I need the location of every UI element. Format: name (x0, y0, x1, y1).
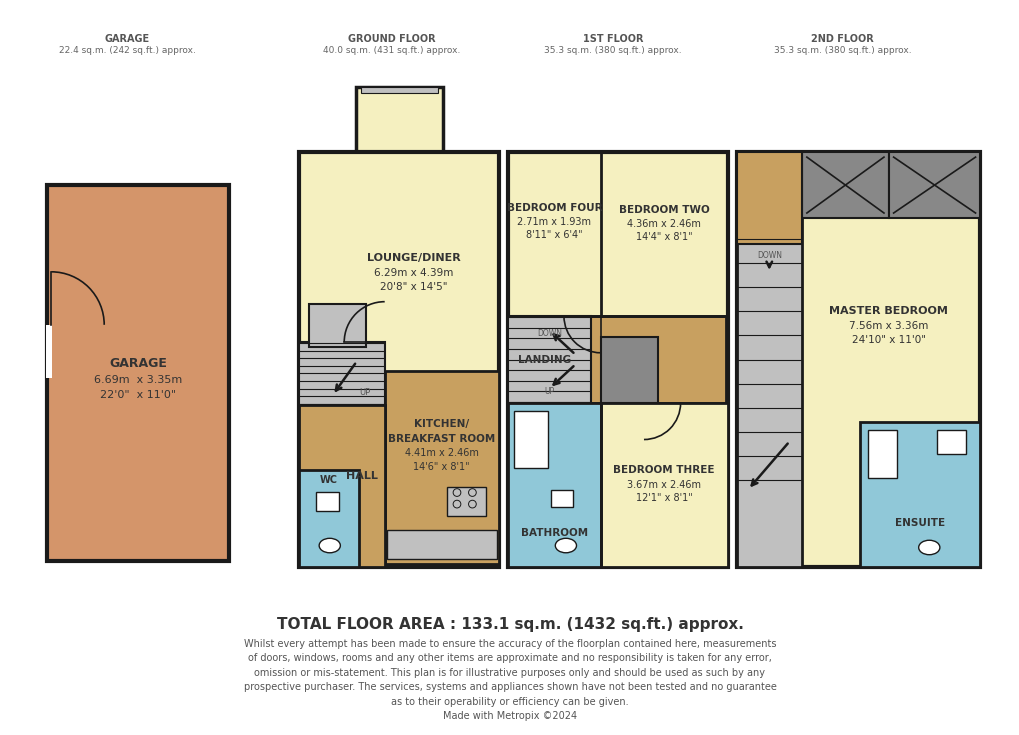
Ellipse shape (554, 538, 576, 553)
Text: ENSUITE: ENSUITE (894, 518, 944, 528)
Text: 1ST FLOOR: 1ST FLOOR (582, 34, 643, 43)
Text: 3.67m x 2.46m: 3.67m x 2.46m (627, 480, 700, 490)
Text: 14'4" x 8'1": 14'4" x 8'1" (635, 232, 692, 242)
Circle shape (468, 489, 476, 496)
Bar (299, 343, 384, 405)
Text: 35.3 sq.m. (380 sq.ft.) approx.: 35.3 sq.m. (380 sq.ft.) approx. (544, 46, 682, 54)
Bar (316, 492, 339, 511)
Text: LANDING: LANDING (518, 354, 571, 365)
Bar (361, 87, 437, 93)
Text: 12'1" x 8'1": 12'1" x 8'1" (635, 493, 692, 503)
Circle shape (452, 501, 461, 508)
Text: DOWN: DOWN (536, 329, 561, 338)
Bar (299, 470, 359, 567)
Text: GROUND FLOOR: GROUND FLOOR (347, 34, 435, 43)
Text: 35.3 sq.m. (380 sq.ft.) approx.: 35.3 sq.m. (380 sq.ft.) approx. (773, 46, 910, 54)
Bar (299, 405, 384, 567)
Text: GARAGE: GARAGE (109, 357, 167, 370)
Text: BEDROOM THREE: BEDROOM THREE (612, 465, 714, 476)
Bar (867, 430, 896, 478)
Bar (801, 152, 888, 218)
Text: DOWN: DOWN (756, 251, 781, 260)
Bar (386, 530, 497, 559)
Bar (299, 152, 499, 567)
Text: 14'6" x 8'1": 14'6" x 8'1" (413, 462, 470, 473)
Text: BREAKFAST ROOM: BREAKFAST ROOM (387, 434, 494, 443)
Text: 2ND FLOOR: 2ND FLOOR (810, 34, 873, 43)
Text: 24'10" x 11'0": 24'10" x 11'0" (851, 335, 925, 345)
Bar (46, 325, 52, 378)
Bar (507, 316, 590, 403)
Text: HALL: HALL (345, 471, 377, 481)
Text: 2.71m x 1.93m: 2.71m x 1.93m (517, 217, 591, 226)
Bar (309, 304, 366, 347)
Text: 22'0"  x 11'0": 22'0" x 11'0" (100, 390, 176, 400)
Bar (507, 152, 728, 567)
Bar (507, 403, 600, 567)
Text: MASTER BEDROOM: MASTER BEDROOM (828, 306, 948, 316)
Circle shape (468, 501, 476, 508)
Bar (47, 185, 228, 561)
Text: KITCHEN/: KITCHEN/ (414, 419, 469, 429)
Bar (514, 411, 547, 468)
Bar (384, 371, 499, 564)
Text: BEDROOM FOUR: BEDROOM FOUR (506, 203, 601, 213)
Text: TOTAL FLOOR AREA : 133.1 sq.m. (1432 sq.ft.) approx.: TOTAL FLOOR AREA : 133.1 sq.m. (1432 sq.… (276, 617, 743, 632)
Text: BATHROOM: BATHROOM (521, 528, 587, 538)
Text: 6.69m  x 3.35m: 6.69m x 3.35m (94, 375, 182, 384)
Bar (736, 152, 801, 244)
Bar (447, 487, 485, 516)
Text: 4.36m x 2.46m: 4.36m x 2.46m (627, 218, 700, 229)
Text: UP: UP (544, 387, 554, 396)
Bar (859, 422, 979, 567)
Text: Whilst every attempt has been made to ensure the accuracy of the floorplan conta: Whilst every attempt has been made to en… (244, 639, 775, 721)
Text: BEDROOM TWO: BEDROOM TWO (619, 205, 709, 215)
Text: 40.0 sq.m. (431 sq.ft.) approx.: 40.0 sq.m. (431 sq.ft.) approx. (322, 46, 460, 54)
Text: GARAGE: GARAGE (105, 34, 150, 43)
Bar (356, 87, 442, 152)
Circle shape (452, 489, 461, 496)
Text: 7.56m x 3.36m: 7.56m x 3.36m (848, 320, 927, 331)
Bar (507, 316, 726, 403)
Ellipse shape (918, 540, 938, 555)
Bar (551, 490, 572, 507)
Text: UP: UP (359, 388, 370, 397)
Text: WC: WC (320, 475, 337, 485)
Bar (936, 430, 965, 454)
Bar (600, 337, 658, 403)
Text: LOUNGE/DINER: LOUNGE/DINER (367, 254, 460, 263)
Ellipse shape (319, 538, 340, 553)
Text: 22.4 sq.m. (242 sq.ft.) approx.: 22.4 sq.m. (242 sq.ft.) approx. (59, 46, 196, 54)
Text: 20'8" x 14'5": 20'8" x 14'5" (379, 282, 447, 293)
Text: 6.29m x 4.39m: 6.29m x 4.39m (374, 268, 452, 278)
Text: 4.41m x 2.46m: 4.41m x 2.46m (405, 448, 478, 458)
Bar (888, 152, 979, 218)
Bar (736, 152, 801, 567)
Text: 8'11" x 6'4": 8'11" x 6'4" (526, 230, 582, 240)
Bar (600, 403, 728, 567)
Bar (736, 152, 979, 567)
